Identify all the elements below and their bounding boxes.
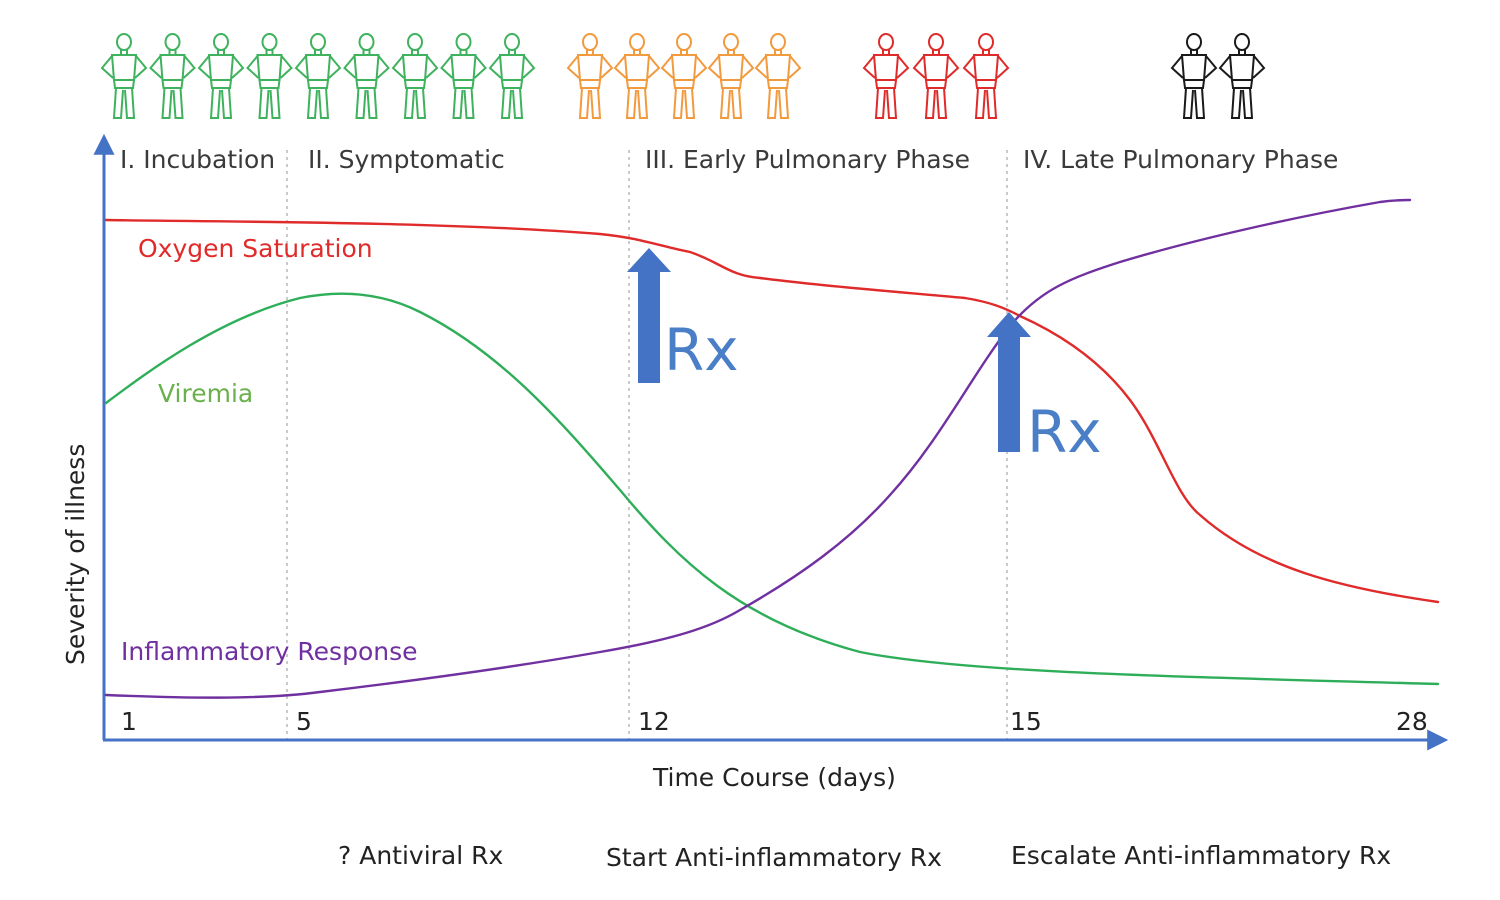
x-tick-label-5: 5 — [296, 707, 312, 736]
x-axis-title: Time Course (days) — [652, 763, 896, 792]
rx-label-1: Rx — [664, 316, 739, 384]
person-figure-icon — [1218, 33, 1266, 119]
series-label-viremia: Viremia — [158, 379, 253, 408]
person-figure-icon — [1170, 33, 1218, 119]
person-figure-icon — [566, 33, 614, 119]
treatment-label-start-anti-inflammatory: Start Anti-inflammatory Rx — [606, 843, 942, 872]
patient-group-red — [862, 33, 1010, 119]
treatment-label-escalate-anti-inflammatory: Escalate Anti-inflammatory Rx — [1011, 841, 1391, 870]
person-figure-icon — [707, 33, 755, 119]
phase-label-symptomatic: II. Symptomatic — [308, 145, 505, 174]
person-figure-icon — [754, 33, 802, 119]
person-figure-icon — [613, 33, 661, 119]
patient-group-green — [100, 33, 536, 119]
x-tick-label-15: 15 — [1010, 707, 1042, 736]
person-figure-icon — [440, 33, 487, 119]
person-figure-icon — [488, 33, 536, 119]
person-figure-icon — [962, 33, 1010, 119]
x-tick-label-12: 12 — [638, 707, 670, 736]
x-tick-label-28: 28 — [1396, 707, 1428, 736]
person-figure-icon — [391, 33, 439, 119]
x-tick-label-1: 1 — [121, 707, 137, 736]
person-figure-icon — [343, 33, 390, 119]
rx-arrow-1 — [627, 248, 671, 383]
person-figure-icon — [660, 33, 708, 119]
rx-label-2: Rx — [1027, 398, 1102, 466]
rx-arrow-2 — [987, 312, 1031, 452]
person-figure-icon — [246, 33, 293, 119]
person-figure-icon — [197, 33, 245, 119]
inflammatory-response-curve — [104, 198, 1412, 699]
oxygen-saturation-curve — [104, 218, 1440, 604]
viremia-curve — [104, 292, 1440, 686]
patient-group-black — [1170, 33, 1266, 119]
person-figure-icon — [100, 33, 148, 119]
patient-figures-row — [100, 33, 1266, 119]
phase-label-incubation: I. Incubation — [120, 145, 275, 174]
person-figure-icon — [149, 33, 196, 119]
phase-label-early-pulmonary: III. Early Pulmonary Phase — [645, 145, 970, 174]
person-figure-icon — [294, 33, 342, 119]
treatment-label-antiviral: ? Antiviral Rx — [338, 841, 503, 870]
series-label-oxygen-saturation: Oxygen Saturation — [138, 234, 373, 263]
series-label-inflammatory-response: Inflammatory Response — [121, 637, 418, 666]
person-figure-icon — [862, 33, 910, 119]
person-figure-icon — [912, 33, 960, 119]
y-axis-title: Severity of illness — [61, 444, 90, 665]
phase-label-late-pulmonary: IV. Late Pulmonary Phase — [1023, 145, 1338, 174]
patient-group-orange — [566, 33, 802, 119]
